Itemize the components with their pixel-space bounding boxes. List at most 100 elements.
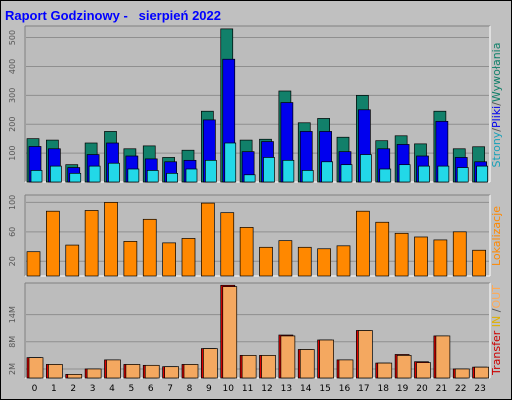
bar-files bbox=[476, 165, 488, 183]
bar-files bbox=[282, 159, 295, 183]
x-tick-label: 14 bbox=[300, 384, 312, 394]
bar-transfer-out bbox=[203, 348, 218, 379]
bar-transfer-out bbox=[280, 335, 296, 379]
legend-bottom-panel-part: / bbox=[490, 308, 503, 312]
bar-transfer-out bbox=[183, 364, 199, 379]
y-tick-label: 100 bbox=[8, 195, 17, 210]
bar-hosts bbox=[220, 212, 235, 277]
bar-transfer-out bbox=[396, 355, 412, 379]
x-tick-label: 1 bbox=[51, 384, 57, 394]
y-tick-label: 14M bbox=[8, 306, 17, 323]
x-tick-label: 18 bbox=[378, 384, 390, 394]
bar-hosts bbox=[452, 231, 467, 277]
bar-files bbox=[243, 174, 256, 183]
bar-transfer-out bbox=[241, 355, 257, 379]
y-tick-label: 60 bbox=[8, 227, 17, 237]
chart-panel-2: 20 60 100 bbox=[8, 194, 491, 277]
x-tick-label: 21 bbox=[436, 384, 447, 394]
bar-files bbox=[398, 164, 411, 183]
x-tick-label: 6 bbox=[148, 384, 154, 394]
x-tick-label: 13 bbox=[281, 384, 292, 394]
bar-transfer-out bbox=[222, 286, 238, 379]
y-tick-label: 200 bbox=[8, 117, 17, 132]
chart-panel-1: 100 200 300 400 500 bbox=[8, 25, 491, 183]
x-tick-label: 12 bbox=[261, 384, 272, 394]
legend-middle-panel-part: Lokalizacje bbox=[490, 206, 503, 266]
bar-files bbox=[418, 165, 430, 183]
bar-hosts bbox=[65, 244, 80, 277]
bar-hosts bbox=[336, 245, 351, 277]
legend-bottom-panel-part: IN bbox=[490, 312, 503, 330]
y-tick-label: 2M bbox=[8, 363, 17, 375]
bar-transfer-out bbox=[106, 359, 121, 379]
x-tick-label: 11 bbox=[242, 384, 253, 394]
bar-files bbox=[379, 168, 392, 183]
bar-files bbox=[205, 159, 217, 183]
bar-files bbox=[166, 172, 178, 183]
bar-transfer-out bbox=[164, 366, 179, 379]
bar-transfer-out bbox=[435, 335, 451, 379]
legend-top-panel-part: Pliki bbox=[490, 106, 503, 128]
x-tick-label: 4 bbox=[109, 384, 115, 394]
bar-hosts bbox=[472, 249, 486, 277]
x-tick-label: 2 bbox=[70, 384, 76, 394]
bar-hosts bbox=[142, 218, 157, 277]
bar-transfer-out bbox=[338, 359, 354, 379]
bar-transfer-out bbox=[28, 357, 44, 379]
x-tick-label: 22 bbox=[455, 384, 466, 394]
chart-title: Raport Godzinowy - sierpień 2022 bbox=[5, 8, 221, 23]
bar-hosts bbox=[239, 227, 254, 277]
y-tick-label: 400 bbox=[8, 59, 17, 74]
y-tick-label: 8M bbox=[8, 336, 17, 348]
y-tick-label: 300 bbox=[8, 88, 17, 103]
plot-area bbox=[25, 195, 490, 276]
bar-files bbox=[301, 170, 314, 183]
bar-hosts bbox=[297, 246, 312, 277]
bar-transfer-out bbox=[358, 330, 373, 379]
bar-files bbox=[108, 162, 120, 183]
bar-transfer-out bbox=[319, 339, 334, 379]
bar-hosts bbox=[201, 202, 215, 277]
x-tick-label: 23 bbox=[474, 384, 485, 394]
x-tick-label: 9 bbox=[206, 384, 212, 394]
legend-bottom-panel-part: OUT bbox=[490, 285, 503, 309]
bar-files bbox=[321, 161, 333, 183]
legend-top-panel-part: / bbox=[490, 128, 503, 132]
legend-top-panel-part: Strony bbox=[490, 131, 503, 167]
x-tick-label: 19 bbox=[397, 384, 409, 394]
bar-files bbox=[437, 165, 450, 183]
bar-files bbox=[185, 168, 198, 183]
bar-transfer-out bbox=[416, 362, 431, 379]
bar-files bbox=[30, 170, 43, 183]
bar-transfer-out bbox=[86, 368, 102, 379]
bar-files bbox=[224, 142, 237, 183]
bar-hosts bbox=[433, 239, 448, 277]
y-tick-label: 500 bbox=[8, 30, 17, 45]
x-tick-label: 17 bbox=[358, 384, 369, 394]
plot-area bbox=[25, 26, 490, 182]
bar-transfer-out bbox=[299, 349, 315, 379]
bar-hosts bbox=[414, 236, 428, 277]
bar-files bbox=[340, 164, 353, 183]
bar-hosts bbox=[162, 242, 176, 277]
bar-hosts bbox=[317, 248, 331, 277]
bar-hosts bbox=[123, 241, 138, 277]
x-tick-label: 5 bbox=[129, 384, 135, 394]
legend-middle-panel: Lokalizacje bbox=[490, 206, 503, 266]
bar-transfer-out bbox=[125, 364, 141, 379]
bar-transfer-out bbox=[377, 362, 393, 379]
bar-hosts bbox=[394, 232, 409, 277]
chart-panel-3: 2M 8M 14M bbox=[8, 282, 491, 379]
x-tick-label: 16 bbox=[339, 384, 351, 394]
bar-hosts bbox=[26, 251, 41, 277]
bar-files bbox=[127, 168, 140, 183]
bar-files bbox=[360, 154, 372, 183]
legend-top-panel: Strony/Pliki/Wywołania bbox=[490, 43, 503, 168]
plot-area bbox=[25, 283, 490, 378]
bar-transfer-out bbox=[144, 364, 160, 379]
bar-hosts bbox=[375, 221, 390, 277]
bar-hosts bbox=[259, 246, 273, 277]
bar-transfer-out bbox=[474, 366, 489, 379]
x-tick-label: 20 bbox=[416, 384, 428, 394]
